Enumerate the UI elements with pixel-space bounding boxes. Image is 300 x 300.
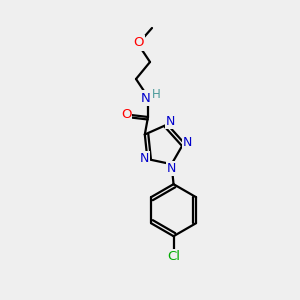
Text: Cl: Cl	[167, 250, 180, 263]
Text: O: O	[121, 107, 131, 121]
Text: N: N	[183, 136, 193, 149]
Text: N: N	[166, 115, 175, 128]
Text: N: N	[141, 92, 151, 104]
Text: N: N	[140, 152, 149, 165]
Text: H: H	[152, 88, 160, 101]
Text: N: N	[167, 162, 176, 175]
Text: O: O	[134, 37, 144, 50]
